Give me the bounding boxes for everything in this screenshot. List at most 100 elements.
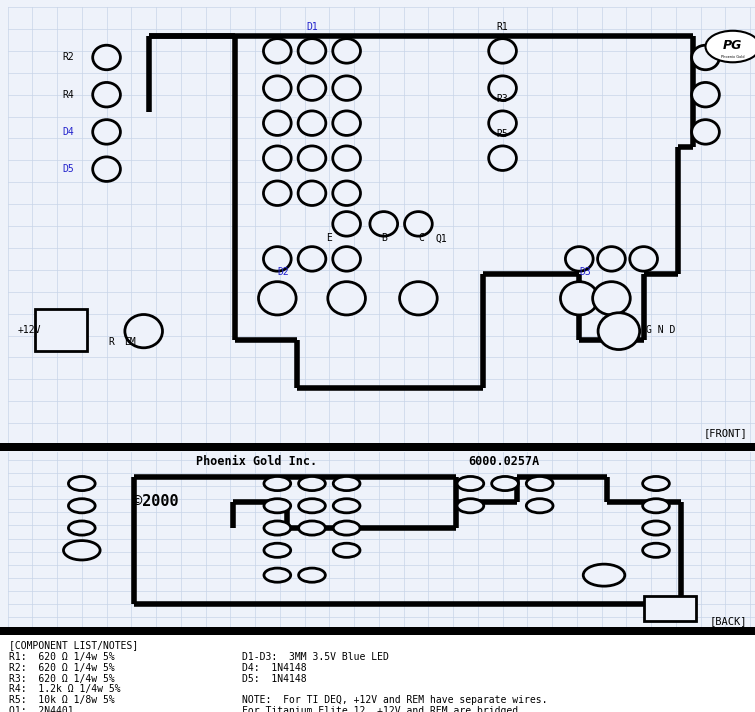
Circle shape bbox=[263, 181, 291, 206]
Circle shape bbox=[333, 211, 360, 236]
Text: Phoenix Gold: Phoenix Gold bbox=[721, 56, 744, 60]
Text: C: C bbox=[418, 234, 424, 244]
Circle shape bbox=[593, 282, 630, 315]
Text: D5: D5 bbox=[63, 164, 75, 174]
Circle shape bbox=[457, 498, 484, 513]
Text: 6000.0257A: 6000.0257A bbox=[468, 455, 539, 468]
Circle shape bbox=[328, 282, 365, 315]
Text: Q1:  2N4401: Q1: 2N4401 bbox=[9, 706, 74, 712]
Text: EM: EM bbox=[124, 337, 136, 347]
Text: D2: D2 bbox=[277, 267, 289, 277]
Text: E: E bbox=[326, 234, 332, 244]
Circle shape bbox=[692, 120, 720, 144]
Text: Phoenix Gold Inc.: Phoenix Gold Inc. bbox=[196, 455, 317, 468]
Text: R4:  1.2k Ω 1/4w 5%: R4: 1.2k Ω 1/4w 5% bbox=[9, 684, 121, 694]
Circle shape bbox=[63, 540, 100, 560]
Circle shape bbox=[526, 498, 553, 513]
Ellipse shape bbox=[705, 31, 755, 62]
Text: R1:  620 Ω 1/4w 5%: R1: 620 Ω 1/4w 5% bbox=[9, 652, 115, 662]
Text: R2:  620 Ω 1/4w 5%: R2: 620 Ω 1/4w 5% bbox=[9, 663, 115, 673]
Text: R3: R3 bbox=[497, 94, 508, 104]
Text: For Titanium Elite 12, +12V and REM are bridged.: For Titanium Elite 12, +12V and REM are … bbox=[242, 706, 524, 712]
Circle shape bbox=[69, 498, 95, 513]
Text: [FRONT]: [FRONT] bbox=[704, 429, 747, 439]
Circle shape bbox=[299, 476, 325, 491]
Circle shape bbox=[643, 498, 670, 513]
Circle shape bbox=[93, 46, 120, 70]
Circle shape bbox=[333, 498, 360, 513]
Circle shape bbox=[264, 568, 291, 582]
Circle shape bbox=[69, 521, 95, 535]
Text: Q1: Q1 bbox=[436, 234, 448, 244]
Circle shape bbox=[333, 181, 360, 206]
Circle shape bbox=[333, 476, 360, 491]
Circle shape bbox=[298, 146, 326, 170]
Text: PG: PG bbox=[723, 39, 742, 52]
Circle shape bbox=[263, 76, 291, 100]
Circle shape bbox=[643, 476, 670, 491]
Circle shape bbox=[333, 246, 360, 271]
Circle shape bbox=[333, 76, 360, 100]
Circle shape bbox=[333, 38, 360, 63]
Circle shape bbox=[298, 181, 326, 206]
Circle shape bbox=[488, 38, 516, 63]
Circle shape bbox=[264, 543, 291, 557]
Circle shape bbox=[565, 246, 593, 271]
Text: NOTE:  For TI DEQ, +12V and REM have separate wires.: NOTE: For TI DEQ, +12V and REM have sepa… bbox=[242, 695, 547, 705]
Text: R5: R5 bbox=[497, 129, 508, 139]
Circle shape bbox=[333, 111, 360, 135]
Text: R1: R1 bbox=[497, 22, 508, 32]
Circle shape bbox=[598, 313, 639, 350]
Circle shape bbox=[583, 564, 625, 586]
Circle shape bbox=[643, 521, 670, 535]
Text: G N D: G N D bbox=[646, 325, 676, 335]
Circle shape bbox=[69, 476, 95, 491]
Circle shape bbox=[93, 157, 120, 182]
Circle shape bbox=[299, 498, 325, 513]
Circle shape bbox=[333, 543, 360, 557]
Text: +12V: +12V bbox=[17, 325, 41, 335]
Circle shape bbox=[298, 76, 326, 100]
Text: R2: R2 bbox=[63, 53, 75, 63]
Circle shape bbox=[263, 111, 291, 135]
Circle shape bbox=[488, 146, 516, 170]
Circle shape bbox=[692, 46, 720, 70]
Text: D5:  1N4148: D5: 1N4148 bbox=[242, 674, 307, 684]
Circle shape bbox=[298, 246, 326, 271]
Bar bbox=[35, 309, 87, 351]
Text: B: B bbox=[381, 234, 387, 244]
Circle shape bbox=[405, 211, 433, 236]
Circle shape bbox=[299, 521, 325, 535]
Text: R4: R4 bbox=[63, 90, 75, 100]
Circle shape bbox=[630, 246, 658, 271]
Circle shape bbox=[263, 38, 291, 63]
Circle shape bbox=[93, 120, 120, 144]
Circle shape bbox=[526, 476, 553, 491]
Text: R: R bbox=[109, 337, 115, 347]
Text: D4: D4 bbox=[63, 127, 75, 137]
Circle shape bbox=[93, 83, 120, 107]
Circle shape bbox=[125, 315, 162, 347]
Circle shape bbox=[258, 282, 296, 315]
Text: D3: D3 bbox=[579, 267, 591, 277]
Circle shape bbox=[333, 146, 360, 170]
Text: D1-D3:  3MM 3.5V Blue LED: D1-D3: 3MM 3.5V Blue LED bbox=[242, 652, 389, 662]
Text: [BACK]: [BACK] bbox=[710, 616, 747, 626]
Text: R5:  10k Ω 1/8w 5%: R5: 10k Ω 1/8w 5% bbox=[9, 695, 115, 705]
Circle shape bbox=[692, 83, 720, 107]
Circle shape bbox=[298, 38, 326, 63]
Text: D4:  1N4148: D4: 1N4148 bbox=[242, 663, 307, 673]
Circle shape bbox=[488, 76, 516, 100]
Text: D1: D1 bbox=[306, 22, 318, 32]
Circle shape bbox=[598, 246, 625, 271]
Circle shape bbox=[457, 476, 484, 491]
Circle shape bbox=[264, 476, 291, 491]
Circle shape bbox=[370, 211, 398, 236]
Circle shape bbox=[264, 521, 291, 535]
Circle shape bbox=[488, 111, 516, 135]
Circle shape bbox=[299, 568, 325, 582]
Circle shape bbox=[333, 521, 360, 535]
Bar bbox=[643, 596, 695, 621]
Circle shape bbox=[492, 476, 519, 491]
Circle shape bbox=[263, 246, 291, 271]
